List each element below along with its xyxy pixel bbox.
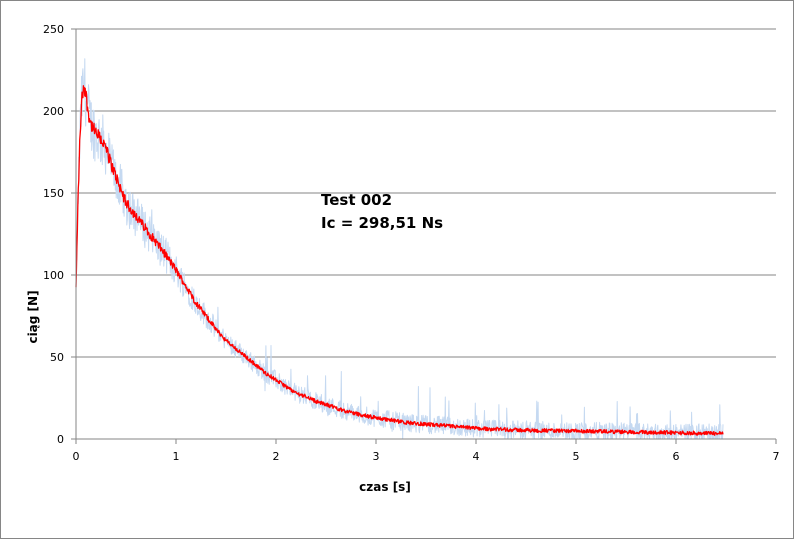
raw-noise-series <box>75 58 724 440</box>
y-tick-label: 50 <box>50 351 64 364</box>
x-tick-label: 7 <box>773 450 780 463</box>
y-tick-label: 200 <box>43 105 64 118</box>
smoothed-series <box>75 85 724 436</box>
annotation-impulse: Ic = 298,51 Ns <box>321 214 443 232</box>
x-tick-label: 5 <box>573 450 580 463</box>
y-tick-label: 100 <box>43 269 64 282</box>
x-tick-label: 6 <box>673 450 680 463</box>
x-axis-title: czas [s] <box>359 480 411 494</box>
axes <box>71 28 777 444</box>
x-tick-label: 1 <box>173 450 180 463</box>
y-tick-labels: 0 50 100 150 200 250 <box>43 23 64 446</box>
x-tick-label: 3 <box>373 450 380 463</box>
x-tick-labels: 0 1 2 3 4 5 6 7 <box>73 450 780 463</box>
x-tick-label: 4 <box>473 450 480 463</box>
raw-series-line <box>75 58 724 440</box>
annotation-test-name: Test 002 <box>321 191 392 209</box>
y-tick-label: 250 <box>43 23 64 36</box>
x-tick-label: 0 <box>73 450 80 463</box>
smoothed-series-line <box>75 85 724 436</box>
y-tick-label: 0 <box>57 433 64 446</box>
grid-lines <box>76 28 776 358</box>
x-tick-label: 2 <box>273 450 280 463</box>
y-axis-title: ciąg [N] <box>26 290 40 343</box>
y-tick-label: 150 <box>43 187 64 200</box>
